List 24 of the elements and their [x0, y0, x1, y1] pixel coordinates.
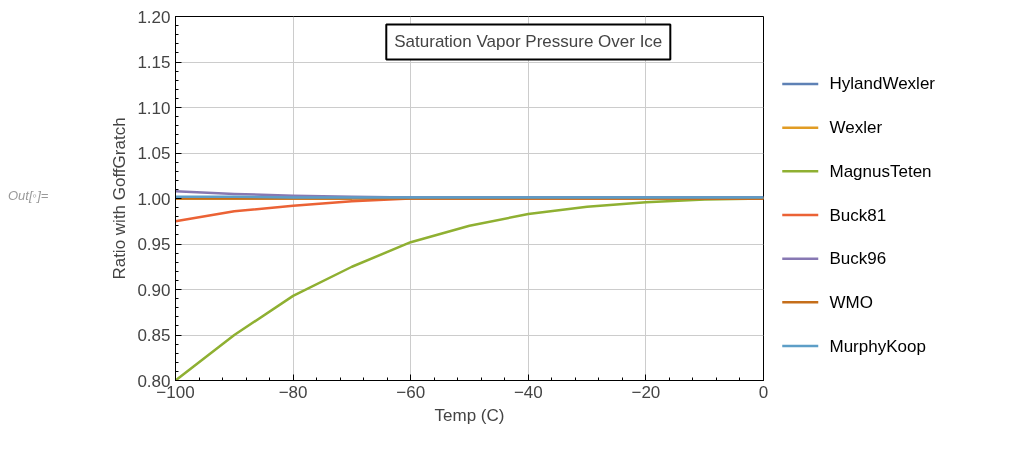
x-tick-label: −80	[278, 382, 308, 402]
text: Saturation Vapor Pressure Over Ice	[394, 32, 663, 52]
y-tick-label: 1.20	[137, 7, 171, 27]
x-tick-label: −40	[513, 382, 543, 402]
legend-label: Buck81	[829, 205, 887, 225]
y-tick-label: 0.90	[137, 280, 171, 300]
x-tick-label: −60	[396, 382, 426, 402]
x-axis-title: Temp (C)	[434, 405, 505, 425]
y-tick-label: 0.85	[137, 326, 171, 345]
legend-label: Wexler	[829, 118, 883, 138]
y-axis-title: Ratio with GoffGratch	[110, 117, 130, 280]
y-tick-label: 1.15	[137, 53, 171, 72]
legend-label: Buck96	[829, 249, 887, 269]
y-tick-label: 1.10	[137, 98, 171, 118]
legend-label: MagnusTeten	[829, 161, 932, 181]
legend-label: WMO	[829, 292, 873, 312]
y-tick-label: 1.00	[137, 189, 171, 209]
y-tick-label: 0.95	[137, 235, 171, 254]
x-tick-label: 0	[758, 382, 769, 402]
legend-label: HylandWexler	[829, 74, 936, 94]
x-tick-label: −20	[631, 382, 661, 402]
legend-label: MurphyKoop	[829, 336, 926, 356]
y-tick-label: 1.05	[137, 144, 171, 163]
text: Out[◦]=	[8, 187, 49, 203]
